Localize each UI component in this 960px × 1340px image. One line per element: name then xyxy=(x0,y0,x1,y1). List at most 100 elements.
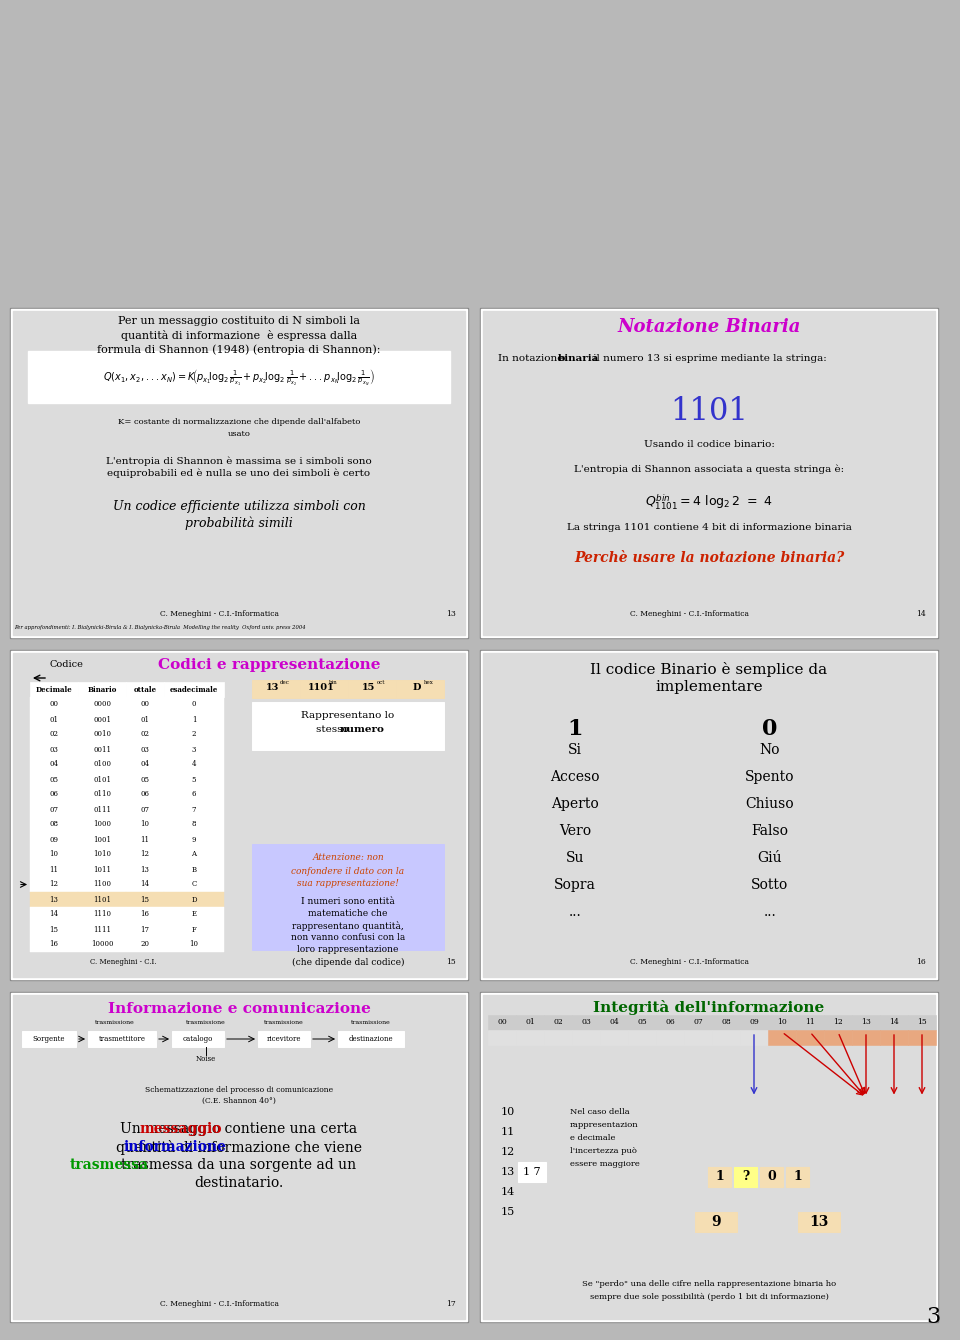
Text: 14: 14 xyxy=(50,910,59,918)
Text: trasmissione: trasmissione xyxy=(95,1020,134,1025)
Text: Decimale: Decimale xyxy=(36,686,72,694)
Text: 6: 6 xyxy=(192,791,196,799)
Text: Nel caso della: Nel caso della xyxy=(570,1108,630,1116)
Text: 0: 0 xyxy=(192,701,196,709)
Text: 02: 02 xyxy=(50,730,59,738)
Text: 11: 11 xyxy=(805,1018,815,1026)
Text: 11: 11 xyxy=(501,1127,516,1138)
Bar xyxy=(10,308,468,638)
Text: 15: 15 xyxy=(140,895,150,903)
Text: (C.E. Shannon 40°): (C.E. Shannon 40°) xyxy=(202,1097,276,1106)
Bar xyxy=(30,922,78,937)
Text: Giú: Giú xyxy=(757,851,782,866)
Text: essere maggiore: essere maggiore xyxy=(570,1160,639,1168)
Text: 00: 00 xyxy=(497,1018,507,1026)
Bar xyxy=(684,1030,712,1045)
Text: Vero: Vero xyxy=(559,824,591,838)
Text: 1100: 1100 xyxy=(93,880,111,888)
Text: hex: hex xyxy=(424,679,434,685)
Bar xyxy=(78,862,126,876)
Text: 1 7: 1 7 xyxy=(523,1167,540,1177)
Bar xyxy=(78,876,126,892)
Text: 14: 14 xyxy=(501,1187,516,1197)
Text: 01: 01 xyxy=(50,716,59,724)
Text: B: B xyxy=(191,866,197,874)
Text: 08: 08 xyxy=(721,1018,731,1026)
Bar xyxy=(908,1030,936,1045)
Bar xyxy=(126,847,164,862)
Text: Codice: Codice xyxy=(50,661,84,669)
Bar xyxy=(628,1014,656,1030)
Text: 10: 10 xyxy=(140,820,150,828)
Text: 04: 04 xyxy=(50,761,59,769)
Text: 5: 5 xyxy=(192,776,196,784)
Text: Falso: Falso xyxy=(752,824,788,838)
Bar xyxy=(30,937,78,951)
Text: 12: 12 xyxy=(140,851,150,859)
Text: Informazione e comunicazione: Informazione e comunicazione xyxy=(108,1002,371,1016)
Bar xyxy=(30,892,78,907)
Text: 0: 0 xyxy=(762,718,778,740)
Bar xyxy=(30,712,78,728)
Text: C. Meneghini - C.I.-Informatica: C. Meneghini - C.I.-Informatica xyxy=(159,610,278,618)
Bar xyxy=(516,1014,544,1030)
Text: Un messaggio contiene una certa: Un messaggio contiene una certa xyxy=(120,1122,357,1136)
Bar xyxy=(30,772,78,787)
Text: 16: 16 xyxy=(916,958,926,966)
Bar xyxy=(164,772,224,787)
Bar xyxy=(396,679,444,698)
Text: 17: 17 xyxy=(446,1300,456,1308)
Bar xyxy=(30,757,78,772)
Bar xyxy=(164,937,224,951)
Bar xyxy=(164,922,224,937)
Text: 05: 05 xyxy=(50,776,59,784)
Text: 1010: 1010 xyxy=(93,851,111,859)
Bar xyxy=(488,1030,516,1045)
Text: Per un messaggio costituito di N simboli la: Per un messaggio costituito di N simboli… xyxy=(118,316,360,326)
Text: 3: 3 xyxy=(192,745,196,753)
Text: 13: 13 xyxy=(266,683,279,693)
Bar xyxy=(572,1030,600,1045)
Text: 1: 1 xyxy=(192,716,196,724)
Bar xyxy=(656,1030,684,1045)
Text: ottale: ottale xyxy=(133,686,156,694)
Text: 2: 2 xyxy=(192,730,196,738)
Bar xyxy=(30,803,78,817)
Text: oct: oct xyxy=(376,679,385,685)
Text: Per approfondimenti: I. Bialynicki-Birula & I. Bialynicka-Birula  Modelling the : Per approfondimenti: I. Bialynicki-Birul… xyxy=(14,624,305,630)
Bar xyxy=(30,697,78,712)
Bar xyxy=(164,892,224,907)
Text: rappresentano quantità,: rappresentano quantità, xyxy=(292,921,404,931)
Text: 0001: 0001 xyxy=(93,716,111,724)
Text: 00: 00 xyxy=(50,701,59,709)
Bar xyxy=(252,679,300,698)
Bar xyxy=(78,728,126,742)
Text: K= costante di normalizzazione che dipende dall'alfabeto: K= costante di normalizzazione che dipen… xyxy=(118,418,360,426)
Bar xyxy=(488,1014,516,1030)
Bar xyxy=(760,1167,783,1187)
Text: 10: 10 xyxy=(778,1018,787,1026)
Bar xyxy=(684,1014,712,1030)
Text: quantità di informazione che viene: quantità di informazione che viene xyxy=(116,1140,362,1155)
Text: 13: 13 xyxy=(501,1167,516,1177)
Bar xyxy=(600,1014,628,1030)
Text: 14: 14 xyxy=(889,1018,899,1026)
Text: 8: 8 xyxy=(192,820,196,828)
Bar xyxy=(300,679,348,698)
Text: quantità di informazione  è espressa dalla: quantità di informazione è espressa dall… xyxy=(121,330,357,340)
Bar xyxy=(88,1030,156,1047)
Bar xyxy=(172,1030,224,1047)
Text: F: F xyxy=(192,926,197,934)
Text: confondere il dato con la: confondere il dato con la xyxy=(292,867,404,875)
Bar xyxy=(11,651,467,980)
Text: Rappresentano lo: Rappresentano lo xyxy=(301,710,395,720)
Text: L'entropia di Shannon associata a questa stringa è:: L'entropia di Shannon associata a questa… xyxy=(574,465,844,474)
Bar xyxy=(880,1014,908,1030)
Text: 1: 1 xyxy=(715,1171,724,1183)
Text: 07: 07 xyxy=(50,805,59,813)
Bar xyxy=(78,772,126,787)
Text: 0111: 0111 xyxy=(93,805,111,813)
Text: 04: 04 xyxy=(610,1018,619,1026)
Text: D: D xyxy=(413,683,421,693)
Text: 00: 00 xyxy=(140,701,150,709)
